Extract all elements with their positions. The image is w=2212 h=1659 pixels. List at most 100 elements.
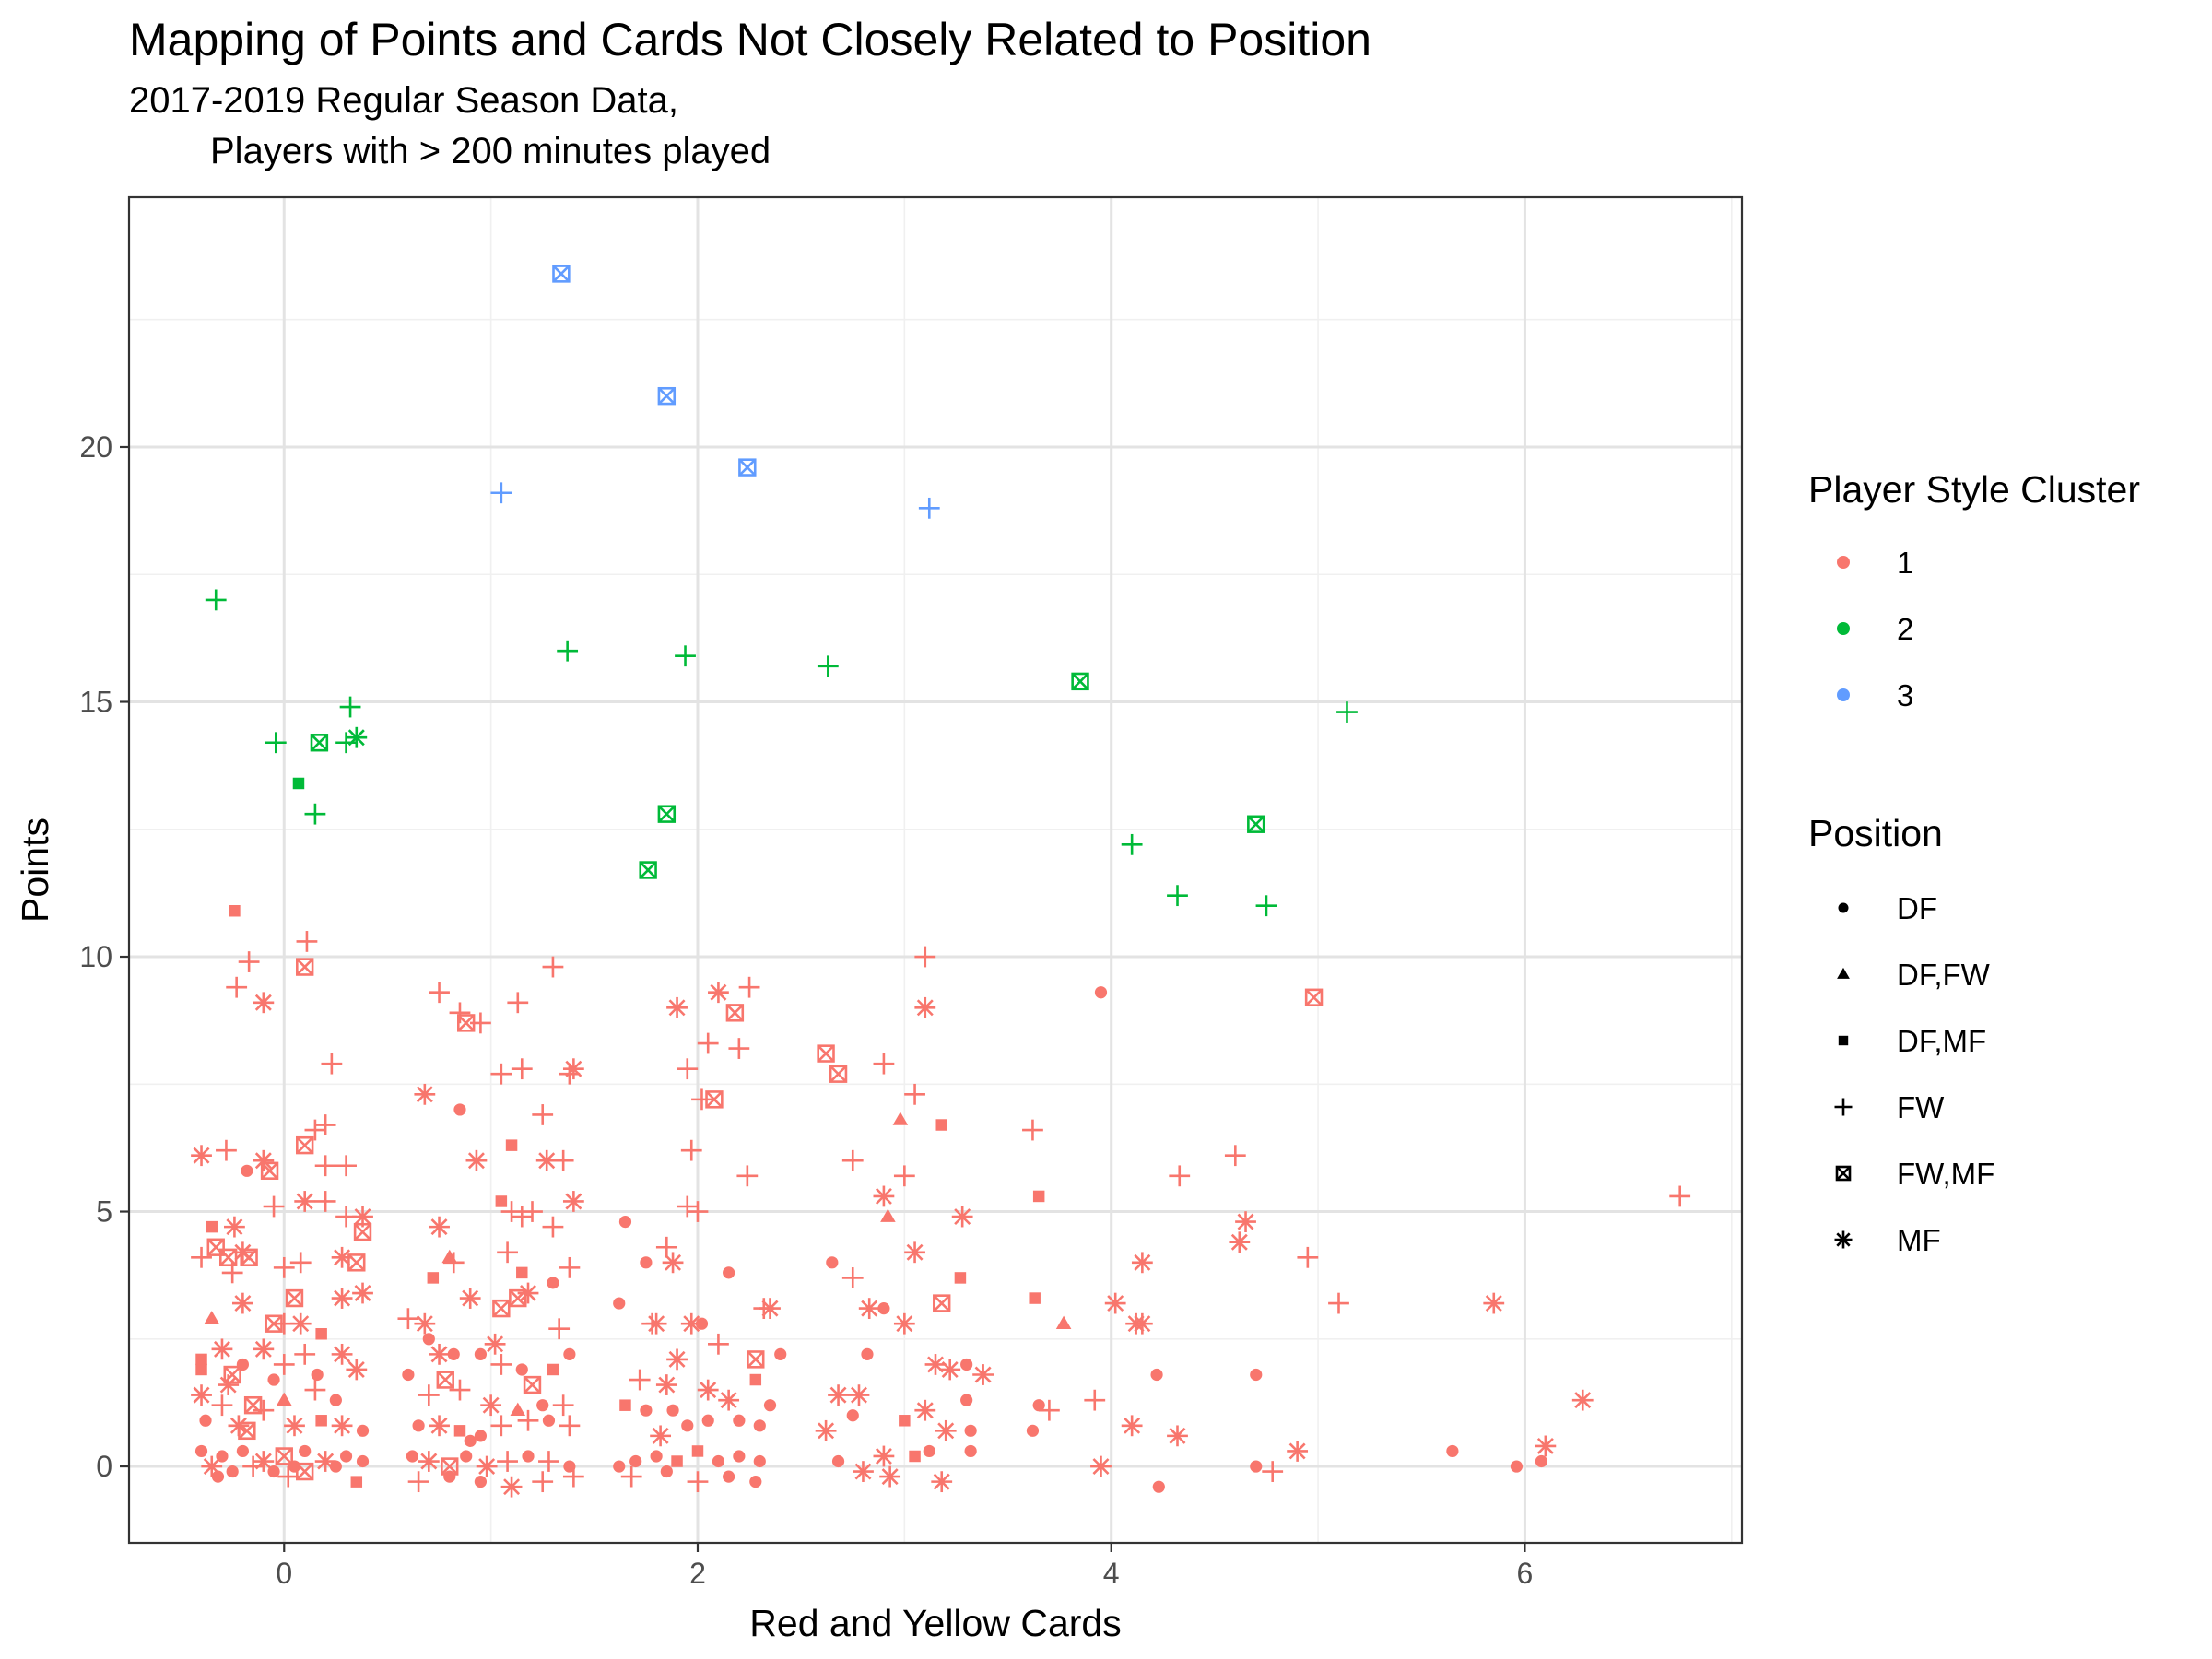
data-point [263,1195,285,1218]
y-tick-label: 20 [79,430,112,464]
data-point [356,1424,370,1437]
data-point [687,1471,709,1493]
data-point [904,1083,925,1105]
data-point [718,1389,740,1411]
legend-position-item: DF,MF [1838,1024,1986,1058]
data-point [1328,1292,1349,1314]
data-point [655,1236,677,1258]
data-point [356,1454,370,1468]
data-point [199,1414,212,1427]
data-point [1094,986,1108,999]
panel-background [129,197,1742,1543]
data-point [346,726,368,748]
series-cluster-3 [490,265,940,519]
data-point [548,1318,571,1340]
data-point [500,1201,523,1222]
data-point [841,1267,864,1288]
data-point [267,1373,280,1386]
data-point [914,996,936,1018]
data-point [747,1350,765,1369]
data-point [296,958,314,976]
data-point [629,1454,642,1468]
data-point [216,1139,237,1161]
data-point [339,696,361,718]
data-point [677,1195,699,1218]
data-point [515,1363,528,1376]
data-point [277,1465,300,1488]
data-point [697,1379,719,1401]
data-point [1038,1399,1060,1421]
data-point [680,1139,702,1161]
data-point [749,1476,762,1488]
legend-cluster-swatch [1837,688,1850,701]
plot-panel [127,195,1744,1545]
data-point [1026,1424,1040,1437]
y-tick-label: 15 [79,686,112,719]
data-point [641,1312,664,1335]
data-point [449,1379,471,1401]
legend-position-item: DF,FW [1837,958,1991,992]
data-point [511,1058,533,1080]
x-tick-label: 6 [1517,1557,1534,1590]
data-point [447,1347,460,1360]
data-point [1084,1389,1106,1411]
data-point [1032,1399,1045,1412]
data-point [429,1415,450,1437]
data-point [460,1450,473,1463]
data-point [296,1462,314,1481]
data-point [563,1347,576,1360]
x-axis-title: Red and Yellow Cards [749,1602,1121,1644]
data-point [1121,833,1143,855]
data-point [879,1465,901,1488]
data-point [552,1394,574,1417]
data-point [562,1058,584,1080]
data-point [873,1445,895,1467]
data-point [848,1384,870,1406]
data-point [495,1195,508,1207]
data-point [314,1155,336,1177]
data-point [532,1471,554,1493]
data-point [492,1299,511,1318]
data-point [289,1312,312,1335]
legend-position: Position DF DF,FW DF,MF FW FW,MF MF [1808,812,1994,1257]
data-point [510,1402,526,1417]
data-point [315,1415,327,1427]
data-point [708,1333,729,1355]
data-point [505,1139,518,1151]
data-point [352,1282,373,1304]
data-point [680,1312,702,1335]
data-point [321,1053,343,1075]
legend-cluster-swatch [1837,556,1850,569]
data-point [265,732,287,754]
data-point [547,1277,559,1289]
data-point [650,1425,672,1447]
data-point [429,1216,450,1238]
data-point [1247,815,1265,833]
data-point [229,905,241,917]
data-point [613,1460,626,1473]
data-point [1090,1455,1112,1477]
data-point [853,1461,874,1482]
data-point [523,1375,542,1394]
data-point [877,1302,890,1315]
data-point [289,1252,312,1274]
legend-position-swatch [1834,1230,1853,1249]
data-point [846,1409,859,1422]
data-point [204,1311,220,1324]
data-point [211,1394,233,1417]
data-point [331,1343,353,1365]
data-point [459,1288,481,1309]
data-point [1669,1185,1691,1207]
data-point [218,1374,240,1395]
data-point [226,976,248,998]
data-point [815,1419,837,1441]
data-point [296,931,318,952]
data-point [671,1455,683,1467]
data-point [1121,1415,1143,1437]
data-point [662,1252,684,1274]
data-point [476,1455,498,1477]
data-point [759,1298,781,1320]
data-point [236,1444,249,1458]
data-point [1167,1425,1188,1447]
data-point [691,1088,712,1111]
